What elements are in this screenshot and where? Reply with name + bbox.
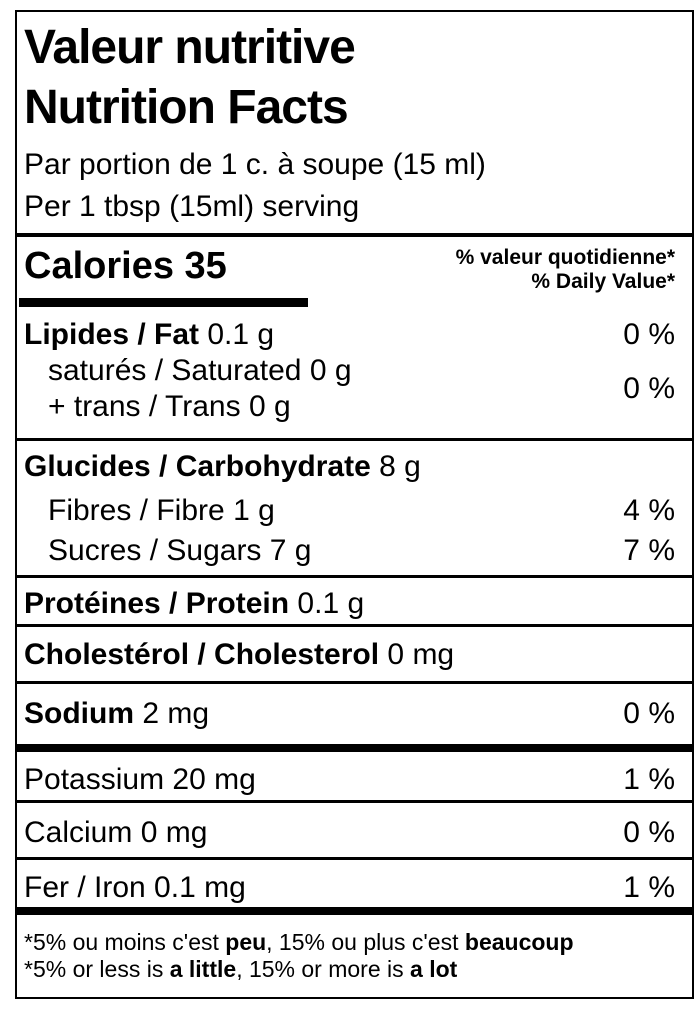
row-fat: Lipides / Fat 0.1 g 0 %	[17, 317, 692, 353]
iron-label: Fer / Iron	[24, 871, 146, 904]
row-protein: Protéines / Protein 0.1 g	[17, 586, 692, 622]
footnote-french: *5% ou moins c'est peu, 15% ou plus c'es…	[17, 929, 692, 956]
calories-amount: 35	[184, 245, 227, 287]
nutrition-facts-label: Valeur nutritive Nutrition Facts Par por…	[15, 10, 694, 999]
serving-size-french: Par portion de 1 c. à soupe (15 ml)	[24, 148, 486, 181]
fibre-text: Fibres / Fibre 1 g	[24, 493, 275, 529]
footnote-english: *5% or less is a little, 15% or more is …	[17, 956, 692, 983]
footnote-fr-pre: *5% ou moins c'est	[24, 929, 226, 955]
cholesterol-text: Cholestérol / Cholesterol 0 mg	[24, 637, 454, 673]
saturated-trans-daily-value: 0 %	[623, 372, 675, 405]
sodium-text: Sodium 2 mg	[24, 696, 209, 732]
calcium-daily-value: 0 %	[623, 816, 675, 849]
iron-daily-value: 1 %	[623, 871, 675, 904]
trans-line: + trans / Trans 0 g	[24, 389, 352, 425]
calories-label: Calories	[24, 245, 174, 287]
protein-text: Protéines / Protein 0.1 g	[24, 586, 364, 622]
sugars-daily-value: 7 %	[623, 534, 675, 567]
calcium-label: Calcium	[24, 816, 133, 849]
protein-amount: 0.1 g	[297, 587, 365, 620]
calcium-amount: 0 mg	[140, 816, 208, 849]
trans-label: + trans / Trans	[48, 390, 241, 423]
divider-potassium-calcium	[17, 800, 692, 803]
divider-fat-carb	[17, 438, 692, 441]
calories-value: Calories 35	[24, 243, 227, 289]
protein-label: Protéines / Protein	[24, 587, 290, 620]
sugars-amount: 7 g	[269, 534, 312, 567]
trans-amount: 0 g	[248, 390, 291, 423]
fat-amount: 0.1 g	[207, 318, 275, 351]
serving-size-english: Per 1 tbsp (15ml) serving	[24, 190, 360, 223]
calories-underline	[19, 298, 308, 307]
row-saturated-trans: saturés / Saturated 0 g + trans / Trans …	[17, 353, 692, 425]
potassium-amount: 20 mg	[172, 763, 256, 796]
cholesterol-amount: 0 mg	[387, 638, 455, 671]
divider-protein-cholesterol	[17, 624, 692, 627]
footnote-en-pre: *5% or less is	[24, 956, 170, 982]
sugars-text: Sucres / Sugars 7 g	[24, 533, 312, 569]
saturated-label: saturés / Saturated	[48, 354, 302, 387]
calcium-text: Calcium 0 mg	[24, 815, 207, 851]
footnote-fr-mid: , 15% ou plus c'est	[266, 929, 465, 955]
divider-serving	[17, 233, 692, 237]
row-carbohydrate: Glucides / Carbohydrate 8 g	[17, 449, 692, 485]
iron-text: Fer / Iron 0.1 mg	[24, 870, 246, 906]
sugars-label: Sucres / Sugars	[48, 534, 262, 567]
daily-value-header: % valeur quotidienne* % Daily Value*	[456, 243, 675, 294]
saturated-line: saturés / Saturated 0 g	[24, 353, 352, 389]
fat-text: Lipides / Fat 0.1 g	[24, 317, 274, 353]
footnote-fr-bold2: beaucoup	[464, 929, 574, 955]
saturated-amount: 0 g	[309, 354, 352, 387]
title-english: Nutrition Facts	[24, 81, 349, 134]
saturated-trans-text: saturés / Saturated 0 g + trans / Trans …	[24, 353, 352, 425]
sodium-amount: 2 mg	[142, 697, 210, 730]
row-cholesterol: Cholestérol / Cholesterol 0 mg	[17, 637, 692, 673]
fibre-label: Fibres / Fibre	[48, 494, 225, 527]
fat-label: Lipides / Fat	[24, 318, 200, 351]
potassium-daily-value: 1 %	[623, 763, 675, 796]
divider-carb-protein	[17, 575, 692, 578]
row-sodium: Sodium 2 mg 0 %	[17, 696, 692, 732]
carbohydrate-label: Glucides / Carbohydrate	[24, 450, 371, 483]
footnote-fr-bold1: peu	[225, 929, 267, 955]
row-sugars: Sucres / Sugars 7 g 7 %	[17, 533, 692, 569]
footnote-en-mid: , 15% or more is	[236, 956, 411, 982]
divider-cholesterol-sodium	[17, 681, 692, 684]
calories-row: Calories 35 % valeur quotidienne* % Dail…	[17, 243, 692, 294]
potassium-text: Potassium 20 mg	[24, 762, 256, 798]
fat-daily-value: 0 %	[623, 318, 675, 351]
sodium-daily-value: 0 %	[623, 697, 675, 730]
divider-thick-sodium-potassium	[17, 744, 692, 752]
iron-amount: 0.1 mg	[154, 871, 246, 904]
row-fibre: Fibres / Fibre 1 g 4 %	[17, 493, 692, 529]
cholesterol-label: Cholestérol / Cholesterol	[24, 638, 380, 671]
sodium-label: Sodium	[24, 697, 134, 730]
row-potassium: Potassium 20 mg 1 %	[17, 762, 692, 798]
fibre-daily-value: 4 %	[623, 494, 675, 527]
footnote-en-bold2: a lot	[410, 956, 458, 982]
row-iron: Fer / Iron 0.1 mg 1 %	[17, 870, 692, 906]
daily-value-header-english: % Daily Value*	[531, 270, 675, 293]
carbohydrate-amount: 8 g	[379, 450, 421, 483]
title-french: Valeur nutritive	[24, 21, 356, 74]
fibre-amount: 1 g	[233, 494, 275, 527]
row-calcium: Calcium 0 mg 0 %	[17, 815, 692, 851]
carbohydrate-text: Glucides / Carbohydrate 8 g	[24, 449, 421, 485]
potassium-label: Potassium	[24, 763, 165, 796]
footnote-en-bold1: a little	[169, 956, 237, 982]
divider-thick-footer	[17, 907, 692, 915]
divider-calcium-iron	[17, 857, 692, 860]
daily-value-header-french: % valeur quotidienne*	[455, 246, 675, 269]
